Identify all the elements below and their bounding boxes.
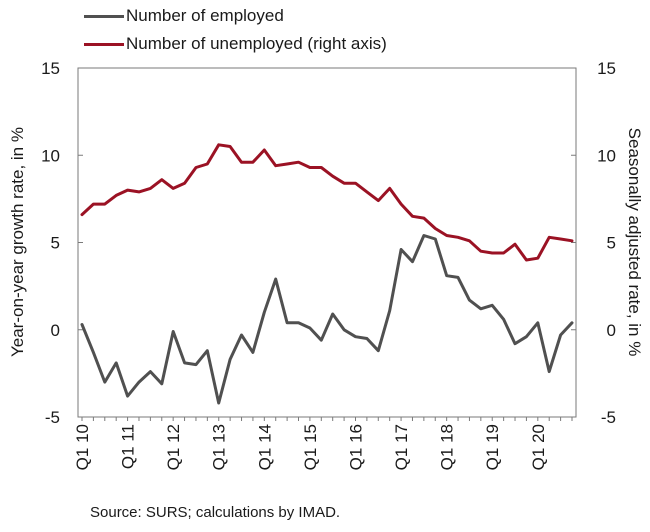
y-left-tick-label: 10 bbox=[41, 146, 60, 165]
legend-label-employed: Number of employed bbox=[126, 6, 284, 25]
y-left-tick-label: 0 bbox=[51, 321, 60, 340]
x-tick-label: Q1 13 bbox=[210, 424, 229, 470]
legend: Number of employed Number of unemployed … bbox=[84, 2, 387, 58]
x-tick-label: Q1 17 bbox=[392, 424, 411, 470]
legend-item-unemployed: Number of unemployed (right axis) bbox=[84, 30, 387, 58]
x-tick-label: Q1 10 bbox=[73, 424, 92, 470]
legend-swatch-unemployed bbox=[84, 42, 124, 46]
legend-item-employed: Number of employed bbox=[84, 2, 387, 30]
y-axis-left-label: Year-on-year growth rate, in % bbox=[8, 127, 27, 357]
x-tick-label: Q1 11 bbox=[119, 424, 138, 469]
y-right-tick-label: 5 bbox=[607, 234, 616, 253]
y-right-tick-label: 0 bbox=[607, 321, 616, 340]
legend-swatch-employed bbox=[84, 14, 124, 18]
y-left-tick-label: 15 bbox=[41, 59, 60, 78]
y-left-tick-label: 5 bbox=[51, 234, 60, 253]
x-tick-label: Q1 20 bbox=[529, 424, 548, 470]
x-tick-label: Q1 15 bbox=[301, 424, 320, 470]
x-tick-label: Q1 12 bbox=[164, 424, 183, 470]
x-tick-label: Q1 14 bbox=[255, 424, 274, 470]
y-right-tick-label: 10 bbox=[597, 146, 616, 165]
series-line-employed bbox=[80, 234, 574, 405]
y-left-tick-label: -5 bbox=[45, 408, 60, 427]
plot-frame bbox=[77, 67, 577, 418]
y-right-tick-label: 15 bbox=[597, 59, 616, 78]
y-right-tick-label: -5 bbox=[601, 408, 616, 427]
source-note: Source: SURS; calculations by IMAD. bbox=[90, 504, 341, 521]
legend-label-unemployed: Number of unemployed (right axis) bbox=[126, 34, 387, 53]
x-tick-label: Q1 18 bbox=[438, 424, 457, 470]
x-tick-label: Q1 16 bbox=[346, 424, 365, 470]
series-line-unemployed bbox=[80, 143, 574, 262]
x-tick-label: Q1 19 bbox=[483, 424, 502, 470]
y-axis-right-label: Seasonally adjusted rate, in % bbox=[625, 128, 644, 357]
